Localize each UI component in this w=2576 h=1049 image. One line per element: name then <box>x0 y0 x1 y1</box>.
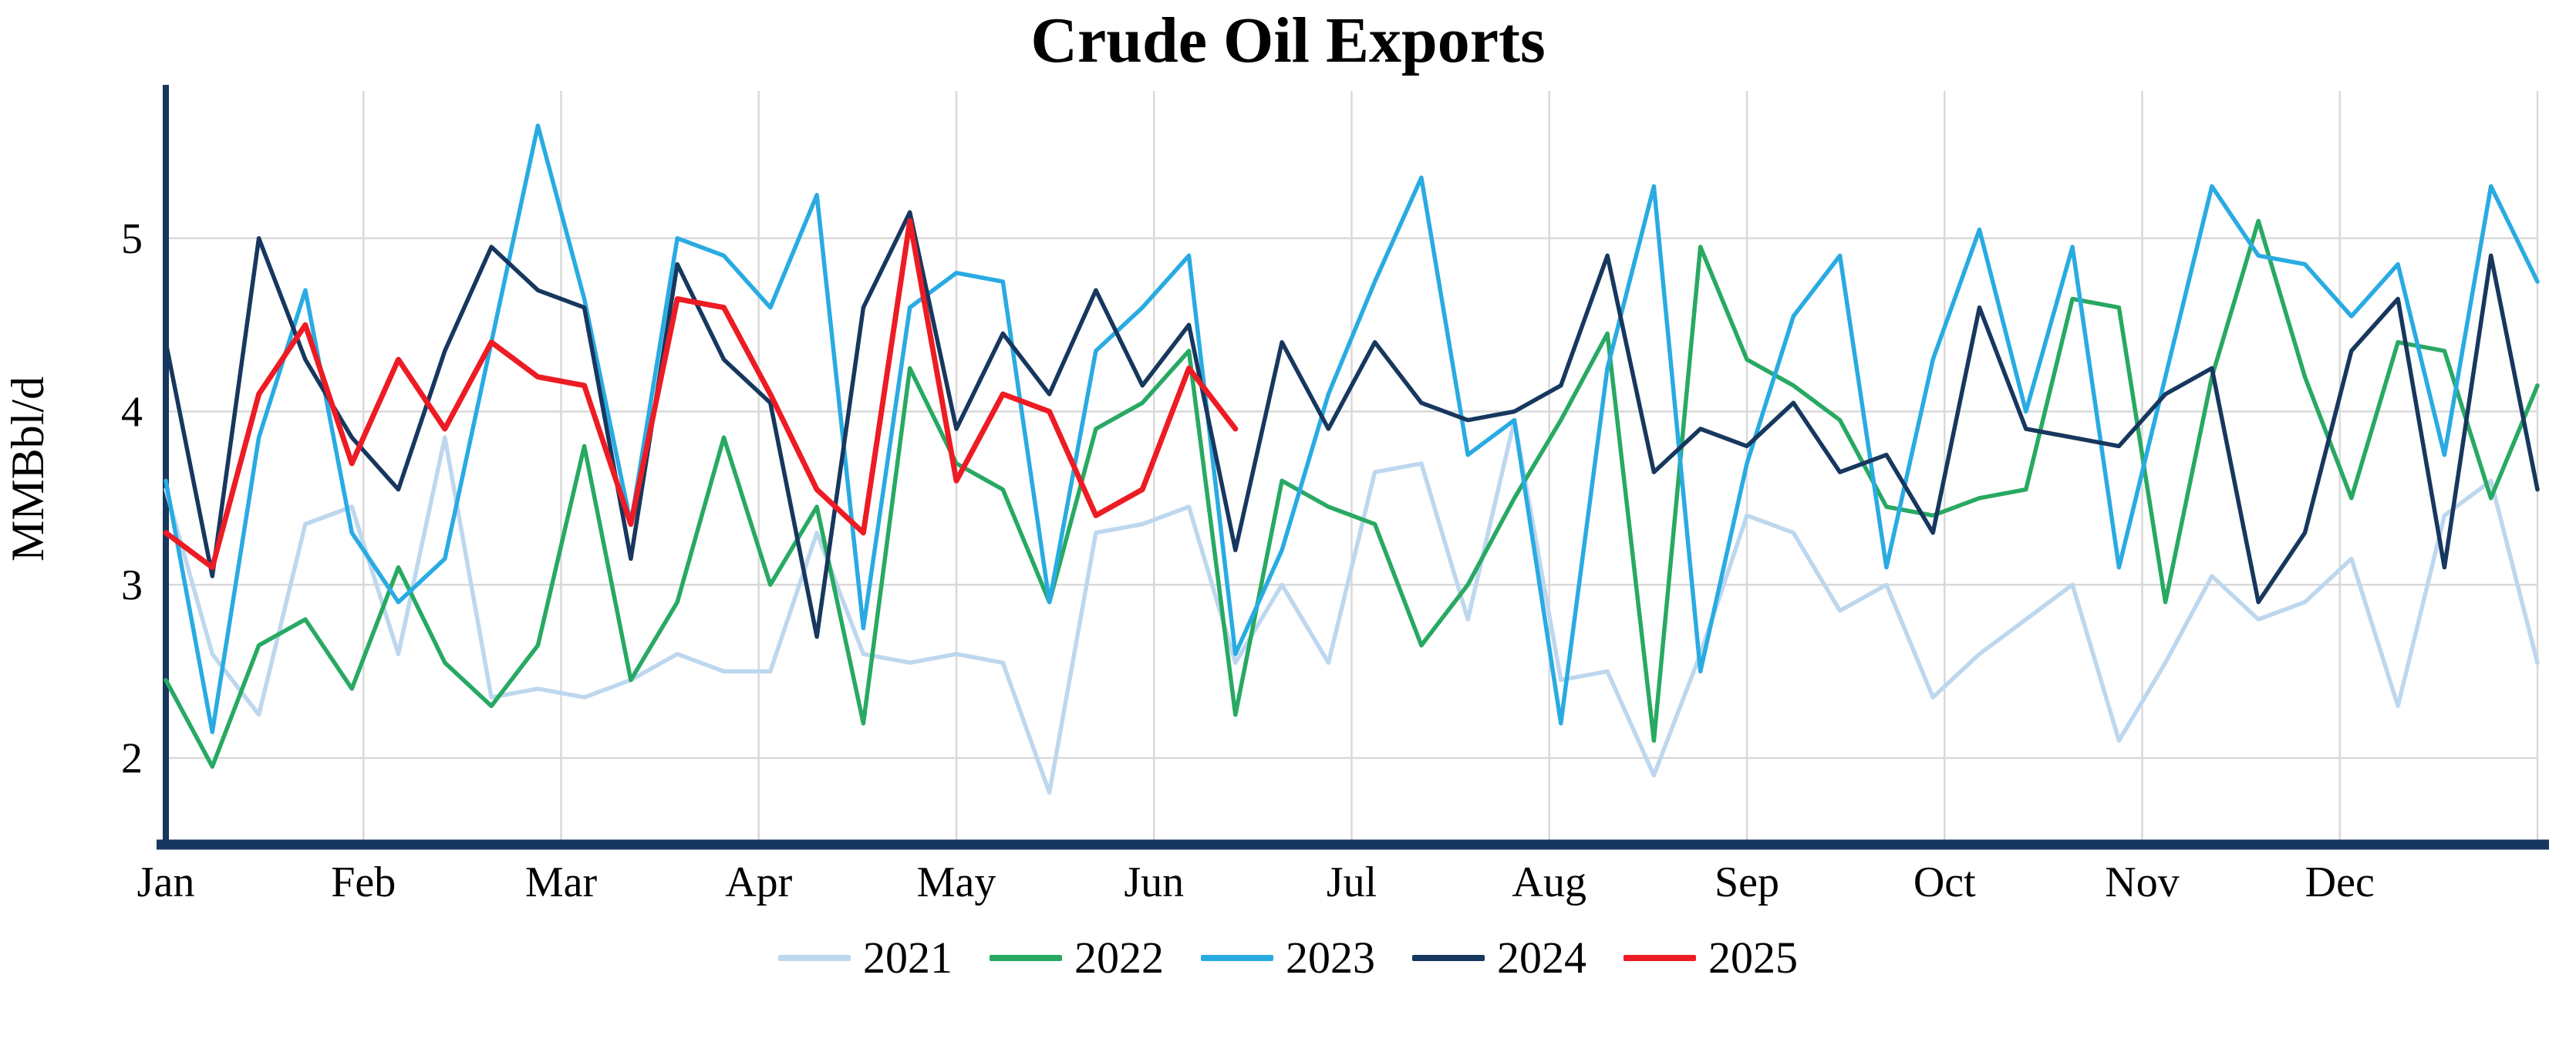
legend-swatch-2025 <box>1623 954 1696 961</box>
legend-swatch-2024 <box>1412 954 1485 961</box>
legend-label-2025: 2025 <box>1708 933 1798 983</box>
series-line-2024 <box>164 210 2540 639</box>
y-tick-label: 5 <box>121 215 143 263</box>
series-line-2023 <box>164 123 2540 734</box>
legend-item-2024: 2024 <box>1412 932 1586 983</box>
legend-label-2024: 2024 <box>1497 933 1586 983</box>
y-tick-label: 2 <box>121 735 143 783</box>
x-tick-label-feb: Feb <box>331 858 396 906</box>
legend: 2021 2022 2023 2024 2025 <box>0 932 2576 983</box>
x-tick-label-jul: Jul <box>1327 858 1377 906</box>
legend-item-2021: 2021 <box>778 932 953 983</box>
x-tick-label-aug: Aug <box>1512 858 1586 906</box>
y-axis-title: MMBbl/d <box>2 376 53 562</box>
legend-swatch-2021 <box>778 954 851 961</box>
gridlines <box>166 91 2539 845</box>
x-tick-label-oct: Oct <box>1913 858 1976 906</box>
x-tick-label-dec: Dec <box>2305 858 2375 906</box>
y-tick-label: 3 <box>121 562 143 609</box>
legend-label-2023: 2023 <box>1286 933 1375 983</box>
x-tick-label-mar: Mar <box>525 858 598 906</box>
legend-label-2022: 2022 <box>1074 933 1164 983</box>
legend-swatch-2022 <box>990 954 1062 961</box>
series-line-2025 <box>163 218 1239 571</box>
series-lines <box>163 123 2540 795</box>
x-tick-label-jan: Jan <box>137 858 195 906</box>
axes <box>157 85 2549 850</box>
chart-title: Crude Oil Exports <box>1030 5 1545 76</box>
legend-label-2021: 2021 <box>863 933 953 983</box>
x-tick-label-sep: Sep <box>1715 858 1779 906</box>
legend-item-2023: 2023 <box>1201 932 1375 983</box>
series-line-2021 <box>164 417 2540 795</box>
x-tick-label-apr: Apr <box>725 858 792 906</box>
axis-labels: 2 3 4 5 Jan Feb Mar Apr May Jun Jul Aug Sep Oct Nov Dec <box>121 215 2375 906</box>
y-tick-label: 4 <box>121 389 143 437</box>
legend-item-2022: 2022 <box>990 932 1164 983</box>
x-tick-label-jun: Jun <box>1124 858 1184 906</box>
x-tick-label-nov: Nov <box>2105 858 2179 906</box>
legend-swatch-2023 <box>1201 954 1273 961</box>
series-line-2022 <box>164 218 2540 769</box>
x-tick-label-may: May <box>917 858 996 906</box>
legend-item-2025: 2025 <box>1623 932 1798 983</box>
